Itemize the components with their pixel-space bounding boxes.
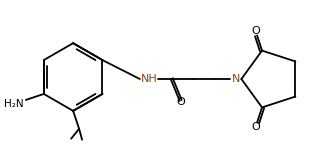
Text: H₂N: H₂N: [4, 99, 24, 109]
Text: O: O: [251, 26, 260, 36]
Text: O: O: [251, 122, 260, 132]
Text: N: N: [232, 74, 241, 84]
Text: NH: NH: [140, 74, 157, 84]
Text: O: O: [176, 97, 185, 107]
